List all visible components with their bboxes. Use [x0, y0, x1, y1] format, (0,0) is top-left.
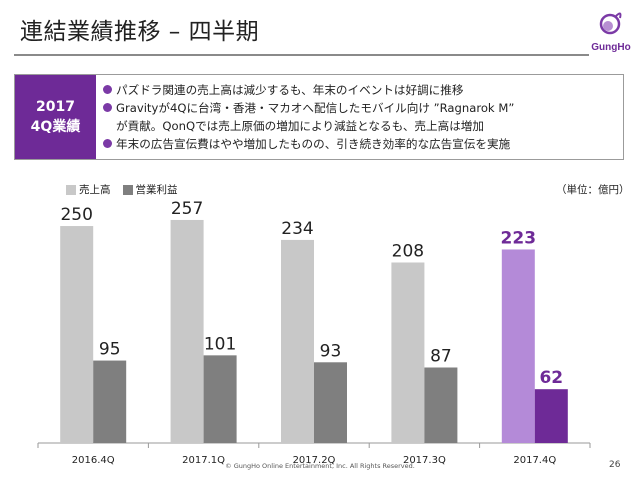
title-divider	[14, 54, 589, 56]
bar-sales	[501, 249, 535, 443]
chart-legend: 売上高 営業利益	[66, 182, 178, 197]
summary-box: 2017 4Q業績 パズドラ関連の売上高は減少するも、年末のイベントは好調に推移…	[14, 74, 624, 160]
x-tick-label: 2017.3Q	[403, 455, 446, 466]
data-label-operating-income: 87	[430, 346, 452, 366]
bar-sales	[60, 226, 94, 443]
x-tick-label: 2016.4Q	[72, 455, 115, 466]
bar-operating-income	[314, 362, 347, 443]
bar-sales	[170, 219, 204, 443]
x-tick-label: 2017.1Q	[182, 455, 225, 466]
bar-sales	[391, 262, 425, 443]
bar-operating-income	[93, 360, 127, 443]
legend-swatch-sales	[66, 184, 76, 195]
summary-tag-year: 2017	[36, 99, 75, 115]
data-label-operating-income: 93	[320, 341, 342, 361]
summary-bullet: パズドラ関連の売上高は減少するも、年末のイベントは好調に推移	[101, 81, 617, 99]
bar-operating-income	[203, 355, 237, 443]
copyright-footer: © GungHo Online Entertainment, Inc. All …	[225, 462, 415, 470]
data-label-operating-income: 101	[204, 334, 236, 354]
x-tick-label: 2017.2Q	[293, 455, 336, 466]
page-number: 26	[609, 460, 621, 470]
legend-swatch-operating-income	[122, 184, 133, 195]
summary-bullet-continued: が貢献。QonQでは売上原価の増加により減益となるも、売上高は増加	[116, 119, 484, 133]
data-label-operating-income: 62	[539, 368, 563, 388]
summary-bullet: 年末の広告宣伝費はやや増加したものの、引き続き効率的な広告宣伝を実施	[101, 135, 617, 153]
bar-sales	[281, 239, 314, 443]
data-label-operating-income: 95	[99, 340, 121, 360]
unit-label: （単位：億円）	[556, 184, 630, 196]
logo-text: GungHo	[591, 42, 630, 53]
data-label-sales: 257	[171, 199, 203, 219]
x-tick-label: 2017.4Q	[513, 455, 556, 466]
data-label-sales: 234	[281, 219, 313, 239]
bar-operating-income	[424, 367, 458, 443]
page-title: 連結業績推移 – 四半期	[20, 19, 260, 45]
data-label-sales: 208	[392, 241, 424, 261]
data-label-sales: 223	[501, 228, 537, 248]
gungho-logo: GungHo	[591, 12, 631, 53]
bar-operating-income	[534, 389, 568, 443]
summary-bullet: Gravityが4Qに台湾・香港・マカオへ配信したモバイル向け ”Ragnaro…	[101, 99, 617, 117]
summary-tag: 2017 4Q業績	[15, 75, 96, 159]
summary-bullets: パズドラ関連の売上高は減少するも、年末のイベントは好調に推移 Gravityが4…	[101, 81, 617, 153]
legend-label-sales: 売上高	[79, 184, 111, 196]
legend-label-operating-income: 営業利益	[135, 184, 178, 196]
data-label-sales: 250	[60, 205, 92, 225]
summary-tag-label: 4Q業績	[30, 119, 81, 135]
